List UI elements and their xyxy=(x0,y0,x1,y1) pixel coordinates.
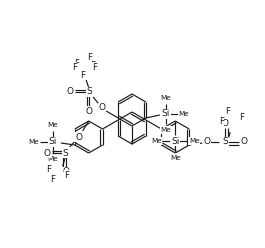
Text: Si: Si xyxy=(171,136,179,146)
Text: O: O xyxy=(43,149,50,157)
Text: F: F xyxy=(92,62,97,71)
Text: O: O xyxy=(204,137,211,147)
Text: O: O xyxy=(75,132,82,142)
Text: Me: Me xyxy=(151,138,162,144)
Text: F: F xyxy=(239,114,244,123)
Text: Me: Me xyxy=(189,138,200,144)
Text: Me: Me xyxy=(161,95,171,101)
Text: S: S xyxy=(63,149,69,157)
Text: F: F xyxy=(87,54,92,62)
Text: Si: Si xyxy=(49,137,57,147)
Text: Me: Me xyxy=(47,156,58,162)
Text: O: O xyxy=(67,88,74,96)
Text: O: O xyxy=(222,119,229,127)
Text: O: O xyxy=(62,167,69,177)
Text: F: F xyxy=(50,175,55,184)
Text: O: O xyxy=(241,137,248,147)
Text: Me: Me xyxy=(179,111,189,117)
Text: S: S xyxy=(86,88,92,96)
Text: F: F xyxy=(46,164,51,174)
Text: F: F xyxy=(90,62,95,70)
Text: Me: Me xyxy=(161,127,171,133)
Text: F: F xyxy=(219,118,224,126)
Text: S: S xyxy=(222,137,228,147)
Text: Me: Me xyxy=(47,122,58,128)
Text: Me: Me xyxy=(170,155,181,161)
Text: F: F xyxy=(225,107,230,117)
Text: F: F xyxy=(64,171,69,180)
Text: F: F xyxy=(80,71,85,81)
Text: O: O xyxy=(99,103,106,113)
Text: Si: Si xyxy=(162,110,170,119)
Text: F: F xyxy=(72,62,77,71)
Text: F: F xyxy=(74,60,79,68)
Text: Me: Me xyxy=(28,139,39,145)
Text: O: O xyxy=(86,106,93,116)
